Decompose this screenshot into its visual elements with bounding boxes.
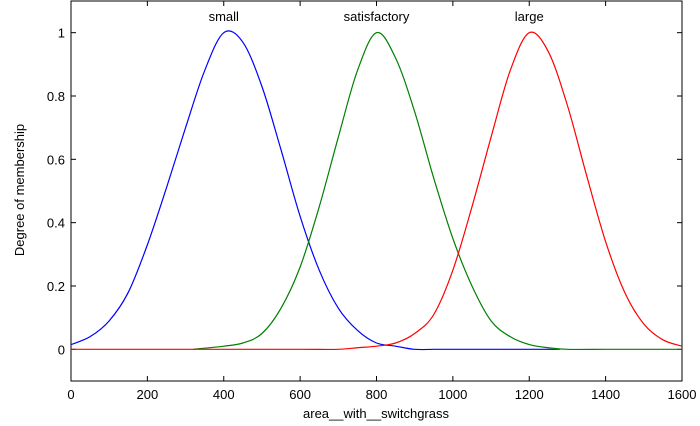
x-tick-label: 400 <box>213 387 235 402</box>
plot-area <box>70 0 683 382</box>
x-tick-label: 1600 <box>668 387 697 402</box>
y-tick-label: 0.4 <box>47 216 65 231</box>
y-tick-label: 1 <box>58 26 65 41</box>
series-line-satisfactory <box>193 32 682 351</box>
series-label: large <box>515 9 544 24</box>
x-tick-label: 1200 <box>515 387 544 402</box>
y-tick-label: 0 <box>58 342 65 357</box>
series-lines <box>70 30 683 351</box>
x-tick-label: 1400 <box>591 387 620 402</box>
x-tick-label: 1000 <box>438 387 467 402</box>
series-line-small <box>70 30 560 351</box>
y-tick-label: 0.8 <box>47 89 65 104</box>
x-tick-label: 200 <box>137 387 159 402</box>
series-label: satisfactory <box>344 9 410 24</box>
x-tick-label: 600 <box>289 387 311 402</box>
y-tick-label: 0.2 <box>47 279 65 294</box>
series-label: small <box>209 9 239 24</box>
x-tick-label: 800 <box>366 387 388 402</box>
x-tick-label: 0 <box>67 387 74 402</box>
series-labels: small satisfactory large <box>209 9 544 24</box>
y-tick-label: 0.6 <box>47 152 65 167</box>
series-line-large <box>71 31 683 351</box>
y-axis-label: Degree of membership <box>12 124 27 256</box>
x-axis-label: area__with__switchgrass <box>303 406 449 421</box>
x-axis-ticks: 0 200 400 600 800 1000 1200 1400 1600 <box>67 1 696 402</box>
y-axis-ticks: 0 0.2 0.4 0.6 0.8 1 <box>47 26 682 357</box>
